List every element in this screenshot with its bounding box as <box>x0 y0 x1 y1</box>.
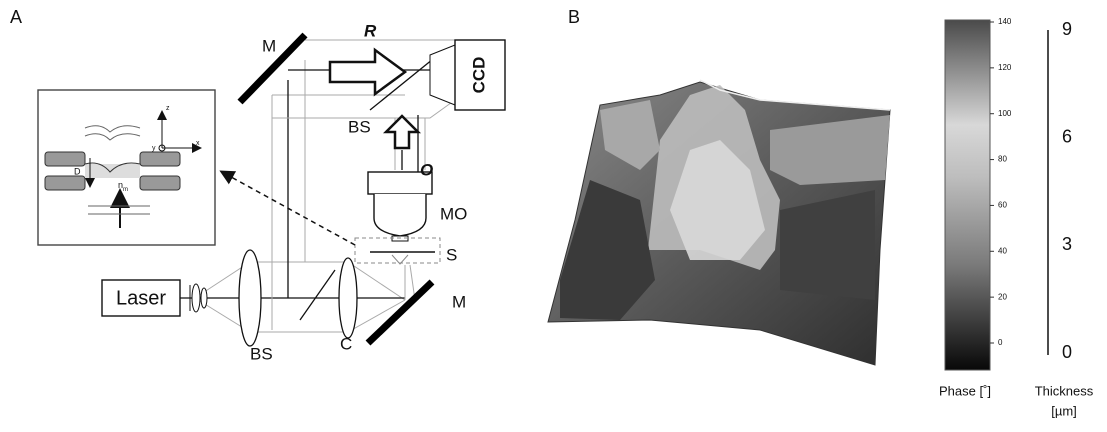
object-label: O <box>420 160 433 179</box>
axis-label: y <box>152 145 156 152</box>
setup-diagram <box>38 35 505 346</box>
axis-label: z <box>166 105 170 112</box>
tick-label: 40 <box>998 246 1007 255</box>
surface-plot <box>548 80 890 365</box>
mirror-label: M <box>262 36 276 55</box>
splitter-label: BS <box>250 344 273 363</box>
distance-label: D <box>74 166 81 176</box>
tick-label: 0 <box>998 338 1003 347</box>
medium-subscript: m <box>123 187 128 193</box>
tick-label: 6 <box>1062 126 1072 146</box>
reference-label: R <box>364 21 377 40</box>
tick-label: 3 <box>1062 234 1072 254</box>
tick-label: 120 <box>998 63 1012 72</box>
axis-label: x <box>196 140 200 147</box>
tick-label: 60 <box>998 201 1007 210</box>
condenser-label: C <box>340 334 352 353</box>
tick-label: 20 <box>998 292 1007 301</box>
laser-label: Laser <box>116 287 166 309</box>
tick-label: 0 <box>1062 342 1072 362</box>
thickness-title: Thickness <box>1035 383 1094 398</box>
splitter-label: BS <box>348 117 371 136</box>
phase-title: Phase [˚] <box>939 383 991 398</box>
panel-label: B <box>568 7 580 27</box>
mirror-label: M <box>452 292 466 311</box>
objective-label: MO <box>440 204 467 223</box>
thickness-unit: [µm] <box>1051 403 1077 418</box>
tick-label: 140 <box>998 17 1012 26</box>
phase-colorbar <box>945 20 990 370</box>
figure: A <box>0 0 1107 432</box>
panel-label: A <box>10 7 22 27</box>
tick-label: 9 <box>1062 19 1072 39</box>
sample-label: S <box>446 245 457 264</box>
camera-label: CCD <box>469 57 488 94</box>
tick-label: 80 <box>998 155 1007 164</box>
tick-label: 100 <box>998 109 1012 118</box>
